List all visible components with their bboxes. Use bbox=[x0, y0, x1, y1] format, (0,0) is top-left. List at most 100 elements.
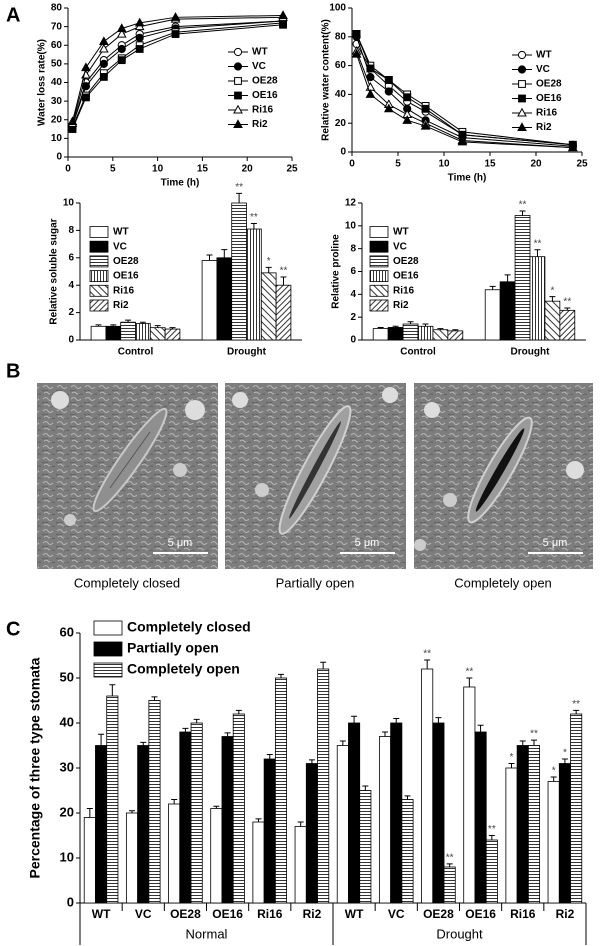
bar bbox=[305, 763, 318, 904]
marker bbox=[135, 33, 144, 42]
error-bar bbox=[530, 739, 537, 746]
error-bar bbox=[573, 709, 580, 714]
legend-label: WT bbox=[252, 47, 268, 58]
legend-swatch bbox=[89, 299, 109, 312]
error-bar bbox=[221, 249, 228, 258]
error-bar bbox=[86, 808, 93, 818]
y-tick-label: 10 bbox=[60, 849, 74, 864]
y-tick-label: 10 bbox=[51, 133, 63, 144]
y-tick-label: 0 bbox=[340, 147, 346, 158]
error-bar bbox=[169, 327, 176, 330]
y-tick-label: 2 bbox=[68, 307, 74, 318]
error-bar bbox=[452, 329, 459, 331]
bar bbox=[432, 722, 445, 904]
legend-marker bbox=[233, 62, 243, 71]
bar bbox=[149, 327, 166, 341]
significance: ** bbox=[465, 667, 473, 678]
significance: ** bbox=[563, 297, 571, 308]
error-bar bbox=[339, 740, 346, 746]
y-tick-label: 10 bbox=[63, 198, 75, 209]
legend-swatch bbox=[369, 255, 389, 268]
x-tick-label: 10 bbox=[438, 159, 450, 170]
bar bbox=[432, 329, 449, 341]
bar bbox=[105, 325, 122, 341]
bar bbox=[570, 713, 583, 904]
legend-swatch bbox=[89, 226, 109, 238]
group-label: Normal bbox=[186, 926, 228, 941]
legend-label: Ri16 bbox=[252, 105, 274, 116]
marker bbox=[457, 136, 468, 146]
bar bbox=[443, 866, 456, 904]
significance: ** bbox=[423, 649, 431, 660]
legend-marker bbox=[518, 94, 526, 103]
error-bar bbox=[193, 718, 200, 723]
significance: * bbox=[563, 748, 567, 759]
x-tick-label: 5 bbox=[395, 159, 401, 170]
legend-label: Ri16 bbox=[536, 108, 558, 119]
error-bar bbox=[466, 677, 473, 687]
y-tick-label: 0 bbox=[350, 335, 356, 346]
error-bar bbox=[362, 785, 369, 791]
significance: ** bbox=[519, 200, 527, 211]
bar bbox=[527, 745, 541, 904]
error-bar bbox=[151, 696, 158, 701]
bar bbox=[547, 781, 560, 904]
y-tick-label: 100 bbox=[329, 3, 346, 14]
bar bbox=[274, 677, 288, 904]
legend-label: OE16 bbox=[393, 271, 419, 282]
x-tick-label: 0 bbox=[349, 159, 355, 170]
marker bbox=[99, 73, 108, 81]
bar bbox=[201, 260, 218, 341]
legend-marker bbox=[234, 77, 242, 85]
y-tick-label: 20 bbox=[51, 114, 63, 125]
y-tick-label: 4 bbox=[68, 280, 74, 291]
x-tick-label: WT bbox=[92, 907, 111, 921]
error-bar bbox=[392, 325, 399, 328]
x-tick-label: Ri2 bbox=[303, 907, 322, 921]
y-tick-label: 6 bbox=[68, 252, 74, 263]
legend-swatch bbox=[89, 270, 109, 283]
legend-label: Ri2 bbox=[252, 119, 268, 130]
error-bar bbox=[98, 733, 105, 746]
significance: * bbox=[552, 766, 556, 777]
micrograph-caption: Partially open bbox=[276, 575, 355, 590]
significance: ** bbox=[250, 212, 258, 223]
error-bar bbox=[550, 776, 557, 782]
error-bar bbox=[125, 319, 132, 323]
error-bar bbox=[437, 328, 444, 330]
y-axis-title: Relative soluble sugar bbox=[49, 218, 60, 324]
legend-label: WT bbox=[536, 50, 552, 61]
micrograph: 5 μm bbox=[225, 383, 406, 569]
legend-label: OE16 bbox=[252, 90, 278, 101]
legend-label: VC bbox=[393, 241, 407, 252]
bar bbox=[336, 745, 349, 904]
legend-marker bbox=[234, 91, 242, 100]
error-bar bbox=[564, 307, 571, 311]
bar bbox=[83, 817, 96, 904]
error-bar bbox=[171, 799, 178, 804]
bar bbox=[168, 803, 181, 904]
error-bar bbox=[266, 754, 273, 759]
marker bbox=[98, 36, 109, 46]
error-bar bbox=[224, 732, 231, 737]
y-tick-label: 0 bbox=[56, 152, 62, 163]
micrograph: 5 μm bbox=[414, 383, 593, 569]
marker bbox=[98, 43, 109, 53]
legend-label: WT bbox=[393, 227, 409, 238]
bar bbox=[216, 257, 233, 341]
y-tick-label: 50 bbox=[60, 669, 74, 684]
error-bar bbox=[95, 324, 102, 327]
error-bar bbox=[424, 659, 431, 669]
x-tick-label: OE16 bbox=[212, 907, 243, 921]
x-tick-label: 5 bbox=[110, 164, 116, 175]
legend-label: VC bbox=[113, 241, 127, 252]
bar bbox=[246, 228, 262, 341]
marker bbox=[365, 89, 376, 98]
significance: * bbox=[510, 752, 514, 763]
error-bar bbox=[488, 835, 495, 840]
marker bbox=[279, 20, 287, 29]
legend-label: OE16 bbox=[113, 271, 139, 282]
bar bbox=[95, 745, 108, 904]
bar bbox=[516, 745, 529, 904]
marker bbox=[67, 116, 78, 126]
